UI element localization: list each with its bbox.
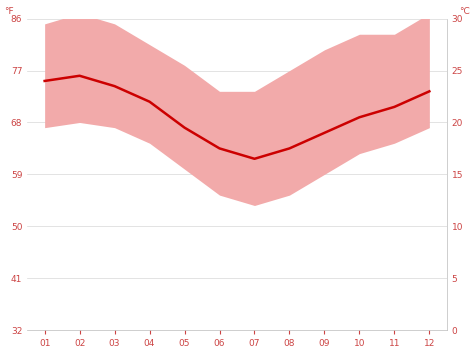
Text: °F: °F [4,6,14,16]
Text: °C: °C [459,6,470,16]
